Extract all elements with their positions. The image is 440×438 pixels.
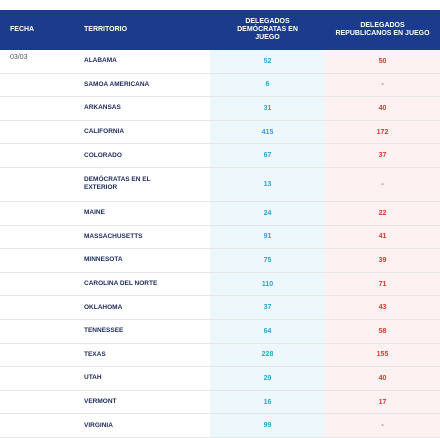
territory-cell: TEXAS [84,350,106,358]
date-cell [0,320,80,343]
date-cell [0,273,80,296]
date-cell [0,121,80,144]
republican-delegates: 37 [325,144,440,167]
republican-delegates: - [325,73,440,97]
header-row: FECHA TERRITORIO DELEGADOS DEMÓCRATAS EN… [0,10,440,50]
table-row: MINNESOTA 75 39 [0,249,440,273]
republican-delegates: 155 [325,343,440,367]
header-cell: TERRITORIO [84,26,128,33]
democrat-delegates: 64 [210,319,325,343]
democrat-delegates: 24 [210,201,325,225]
republican-delegates: 40 [325,97,440,120]
table-row: CAROLINA DEL NORTE 110 71 [0,272,440,297]
republican-delegates: 71 [325,272,440,296]
table-row: TEXAS 228 155 [0,343,440,368]
date-cell [0,202,80,225]
republican-delegates: - [325,167,440,201]
democrat-delegates: 91 [210,225,325,249]
territory-cell: MAINE [84,209,105,217]
republican-delegates: 17 [325,390,440,414]
republican-delegates: 43 [325,296,440,319]
territory-cell: MINNESOTA [84,256,123,264]
date-cell [0,391,80,414]
territory-cell: CALIFORNIA [84,128,125,136]
democrat-delegates: 16 [210,390,325,414]
date-cell [0,74,80,97]
democrat-delegates: 13 [210,167,325,201]
table-row: CALIFORNIA 415 172 [0,120,440,145]
democrat-delegates: 6 [210,73,325,97]
territory-cell: COLORADO [84,151,122,159]
date-cell [0,296,80,319]
republican-delegates: 58 [325,319,440,343]
table-row: TENNESSEE 64 58 [0,319,440,344]
republican-delegates: 50 [325,50,440,73]
democrat-delegates: 110 [210,272,325,296]
democrat-delegates: 228 [210,343,325,367]
header-cell: DELEGADOS DEMÓCRATAS EN JUEGO [237,18,298,41]
democrat-delegates: 75 [210,249,325,272]
date-cell: 03/03 [10,54,28,61]
republican-delegates: 172 [325,120,440,144]
date-cell [0,344,80,367]
table-row: ARKANSAS 31 40 [0,97,440,121]
republican-delegates: - [325,414,440,437]
table-row: MASSACHUSETTS 91 41 [0,225,440,250]
delegates-table: FECHA TERRITORIO DELEGADOS DEMÓCRATAS EN… [0,10,440,438]
territory-cell: TENNESSEE [84,327,124,335]
democrat-delegates: 37 [210,296,325,319]
democrat-delegates: 99 [210,414,325,437]
democrat-delegates: 31 [210,97,325,120]
republican-delegates: 40 [325,367,440,390]
date-cell [0,367,80,390]
territory-cell: CAROLINA DEL NORTE [84,280,158,288]
territory-cell: ALABAMA [84,57,117,65]
republican-delegates: 41 [325,225,440,249]
democrat-delegates: 67 [210,144,325,167]
table-row: UTAH 29 40 [0,367,440,391]
header-cell: DELEGADOS REPUBLICANOS EN JUEGO [335,22,430,37]
republican-delegates: 39 [325,249,440,272]
date-cell [0,414,80,437]
territory-cell: DEMÓCRATAS EN EL EXTERIOR [84,176,151,192]
territory-cell: UTAH [84,374,102,382]
table-row: VERMONT 16 17 [0,390,440,415]
territory-cell: VERMONT [84,398,117,406]
date-cell [0,97,80,120]
democrat-delegates: 415 [210,120,325,144]
table-row: DEMÓCRATAS EN EL EXTERIOR 13- [0,167,440,202]
table-row: VIRGINIA 99- [0,414,440,438]
republican-delegates: 22 [325,201,440,225]
table-row: COLORADO 67 37 [0,144,440,168]
date-cell [0,226,80,249]
table-row: SAMOA AMERICANA 6- [0,73,440,98]
table-row: OKLAHOMA 37 43 [0,296,440,320]
territory-cell: ARKANSAS [84,104,121,112]
territory-cell: MASSACHUSETTS [84,232,143,240]
date-cell [0,249,80,272]
table-row: 03/03 ALABAMA 52 50 [0,50,440,74]
territory-cell: SAMOA AMERICANA [84,80,150,88]
table-row: MAINE 24 22 [0,201,440,226]
date-cell [0,168,80,201]
date-cell [0,144,80,167]
democrat-delegates: 29 [210,367,325,390]
territory-cell: VIRGINIA [84,421,113,429]
header-cell: FECHA [10,26,35,33]
democrat-delegates: 52 [210,50,325,73]
territory-cell: OKLAHOMA [84,303,123,311]
